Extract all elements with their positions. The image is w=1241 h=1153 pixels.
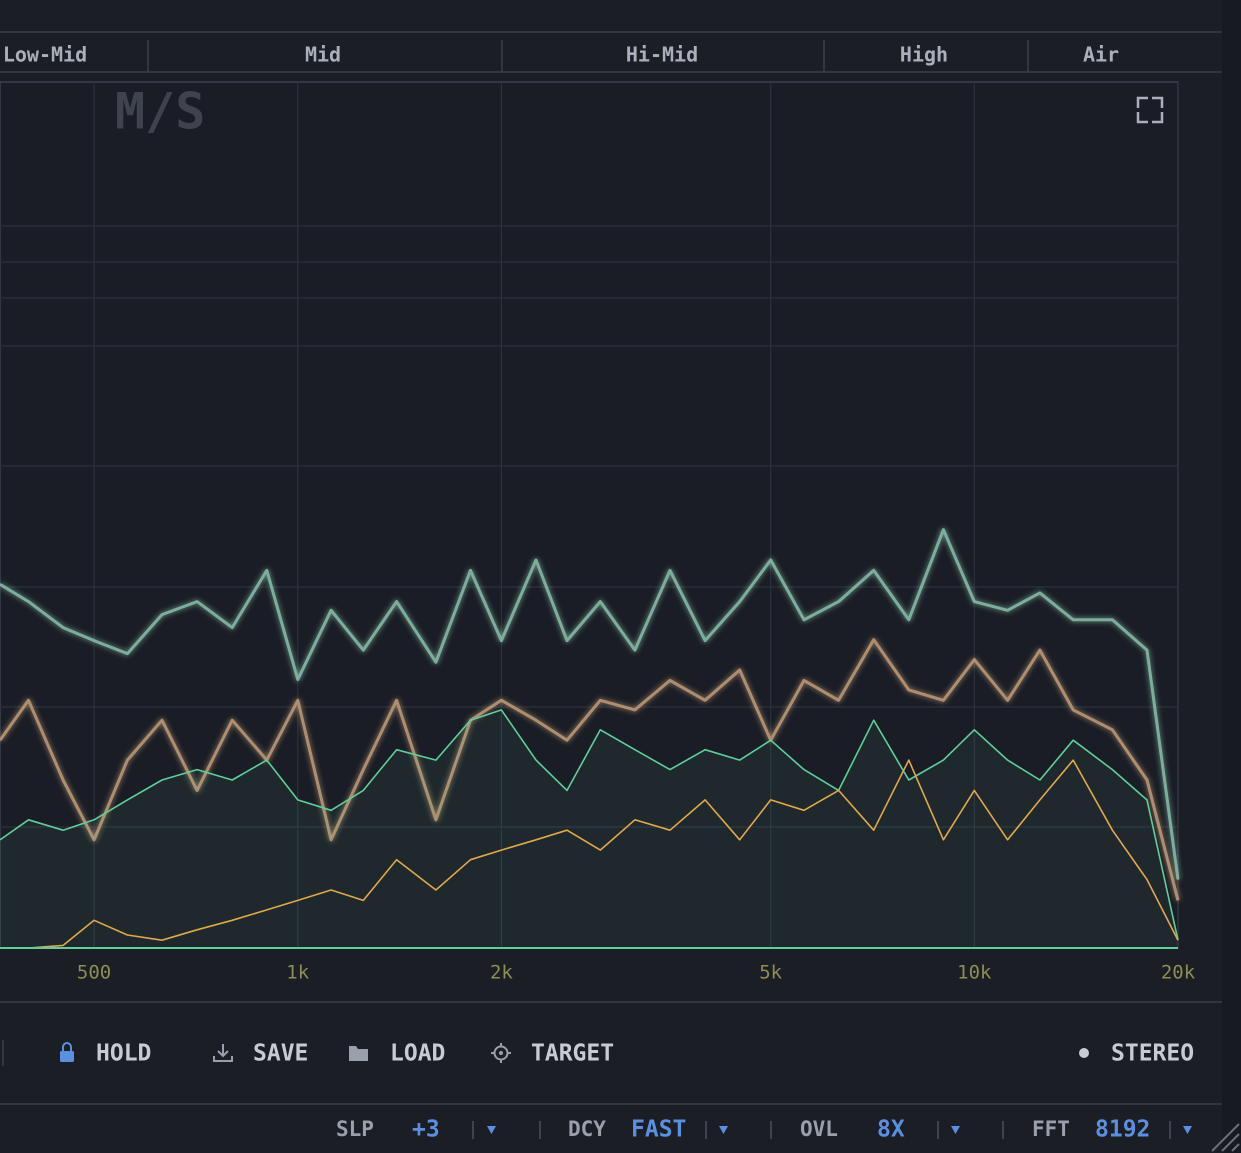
- side-panel: [1222, 0, 1241, 1153]
- watermark: M/S: [115, 83, 205, 141]
- separators: [472, 1121, 1171, 1139]
- setting-value[interactable]: 8192: [1095, 1117, 1150, 1143]
- band-label: Air: [1083, 43, 1119, 67]
- area: [0, 709, 1178, 948]
- fullscreen-button[interactable]: [1136, 96, 1164, 124]
- band-label: Mid: [305, 43, 341, 67]
- setting-value[interactable]: FAST: [631, 1117, 686, 1143]
- spectrum-line: [0, 709, 1179, 941]
- x-tick-label: 20k: [1161, 962, 1196, 984]
- x-axis: 500 1k 2k 5k 10k 20k: [77, 962, 1196, 984]
- band-label: High: [900, 43, 948, 67]
- stereo-button[interactable]: STEREO: [1079, 1041, 1194, 1067]
- spectrum-line: [0, 638, 1180, 901]
- button-label: LOAD: [390, 1041, 445, 1067]
- setting-label: SLP: [336, 1117, 374, 1141]
- spectrum-line: [0, 528, 1180, 880]
- button-label: STEREO: [1111, 1041, 1194, 1067]
- dropdown-arrows[interactable]: [487, 1126, 1192, 1134]
- setting-label: DCY: [568, 1117, 606, 1141]
- target-button[interactable]: TARGET: [491, 1041, 614, 1067]
- x-tick-label: 1k: [286, 962, 309, 984]
- x-tick-label: 10k: [957, 962, 992, 984]
- h-grid: [0, 225, 1178, 828]
- x-tick-label: 500: [77, 962, 111, 984]
- setting-label: OVL: [800, 1117, 838, 1141]
- save-button[interactable]: SAVE: [213, 1041, 308, 1067]
- x-tick-label: 5k: [759, 962, 782, 984]
- button-label: SAVE: [253, 1041, 308, 1067]
- setting-label: FFT: [1032, 1117, 1070, 1141]
- setting-value[interactable]: 8X: [877, 1117, 905, 1143]
- v-grid: [93, 82, 1179, 948]
- band-label: Hi-Mid: [626, 43, 698, 67]
- button-label: TARGET: [531, 1041, 614, 1067]
- band-label: Low-Mid: [3, 43, 87, 67]
- resize-grip[interactable]: [1211, 1123, 1240, 1152]
- hold-button[interactable]: HOLD: [60, 1041, 151, 1067]
- button-label: HOLD: [96, 1041, 151, 1067]
- curves: [0, 528, 1180, 949]
- spectrum-line: [0, 759, 1179, 949]
- setting-value[interactable]: +3: [412, 1117, 440, 1143]
- x-tick-label: 2k: [490, 962, 513, 984]
- load-button[interactable]: LOAD: [349, 1041, 445, 1067]
